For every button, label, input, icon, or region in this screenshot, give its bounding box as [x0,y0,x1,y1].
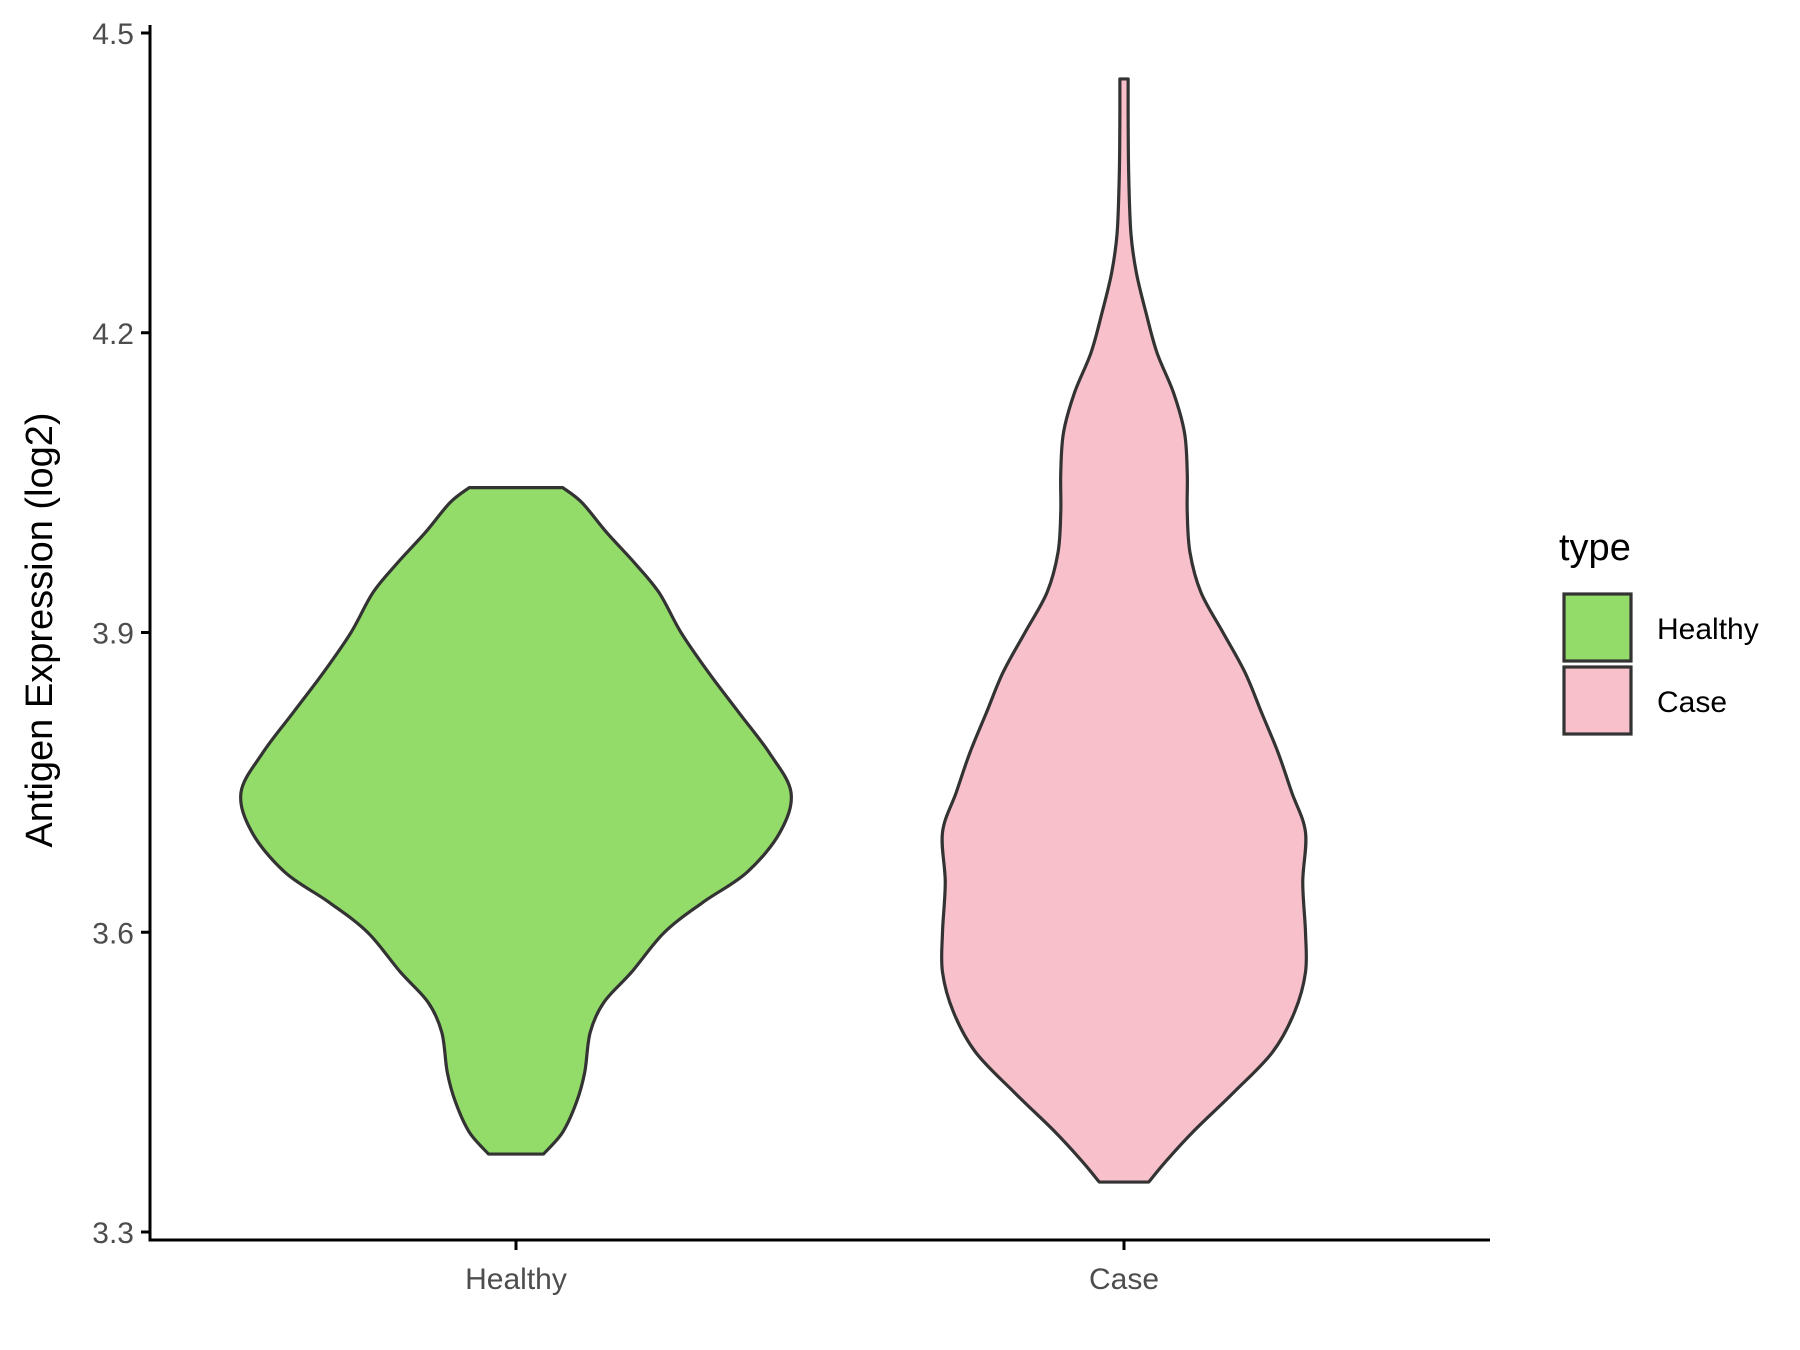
violin-healthy [239,486,793,1156]
y-axis-ticks: 3.3 3.6 3.9 4.2 4.5 [92,18,150,1250]
legend: type Healthy Case [1559,527,1759,736]
legend-label: Healthy [1657,613,1759,646]
legend-label: Case [1657,686,1727,719]
legend-key-case [1562,665,1633,736]
violin-case [939,77,1309,1184]
y-tick-label: 4.2 [92,318,134,351]
x-tick-label: Case [1089,1263,1159,1296]
legend-items: Healthy Case [1562,592,1759,736]
legend-key-healthy [1562,592,1633,663]
y-tick-label: 3.3 [92,1217,134,1250]
y-tick-label: 3.9 [92,618,134,651]
x-tick-label: Healthy [465,1263,567,1296]
axes-layer: 3.3 3.6 3.9 4.2 4.5 Healthy Case [92,18,1490,1296]
x-axis-ticks: Healthy Case [465,1240,1159,1296]
y-tick-label: 4.5 [92,18,134,51]
y-tick-label: 3.6 [92,917,134,950]
y-axis-title: Antigen Expression (log2) [19,412,61,847]
violin-layer [239,77,1309,1184]
legend-title: type [1559,527,1631,569]
